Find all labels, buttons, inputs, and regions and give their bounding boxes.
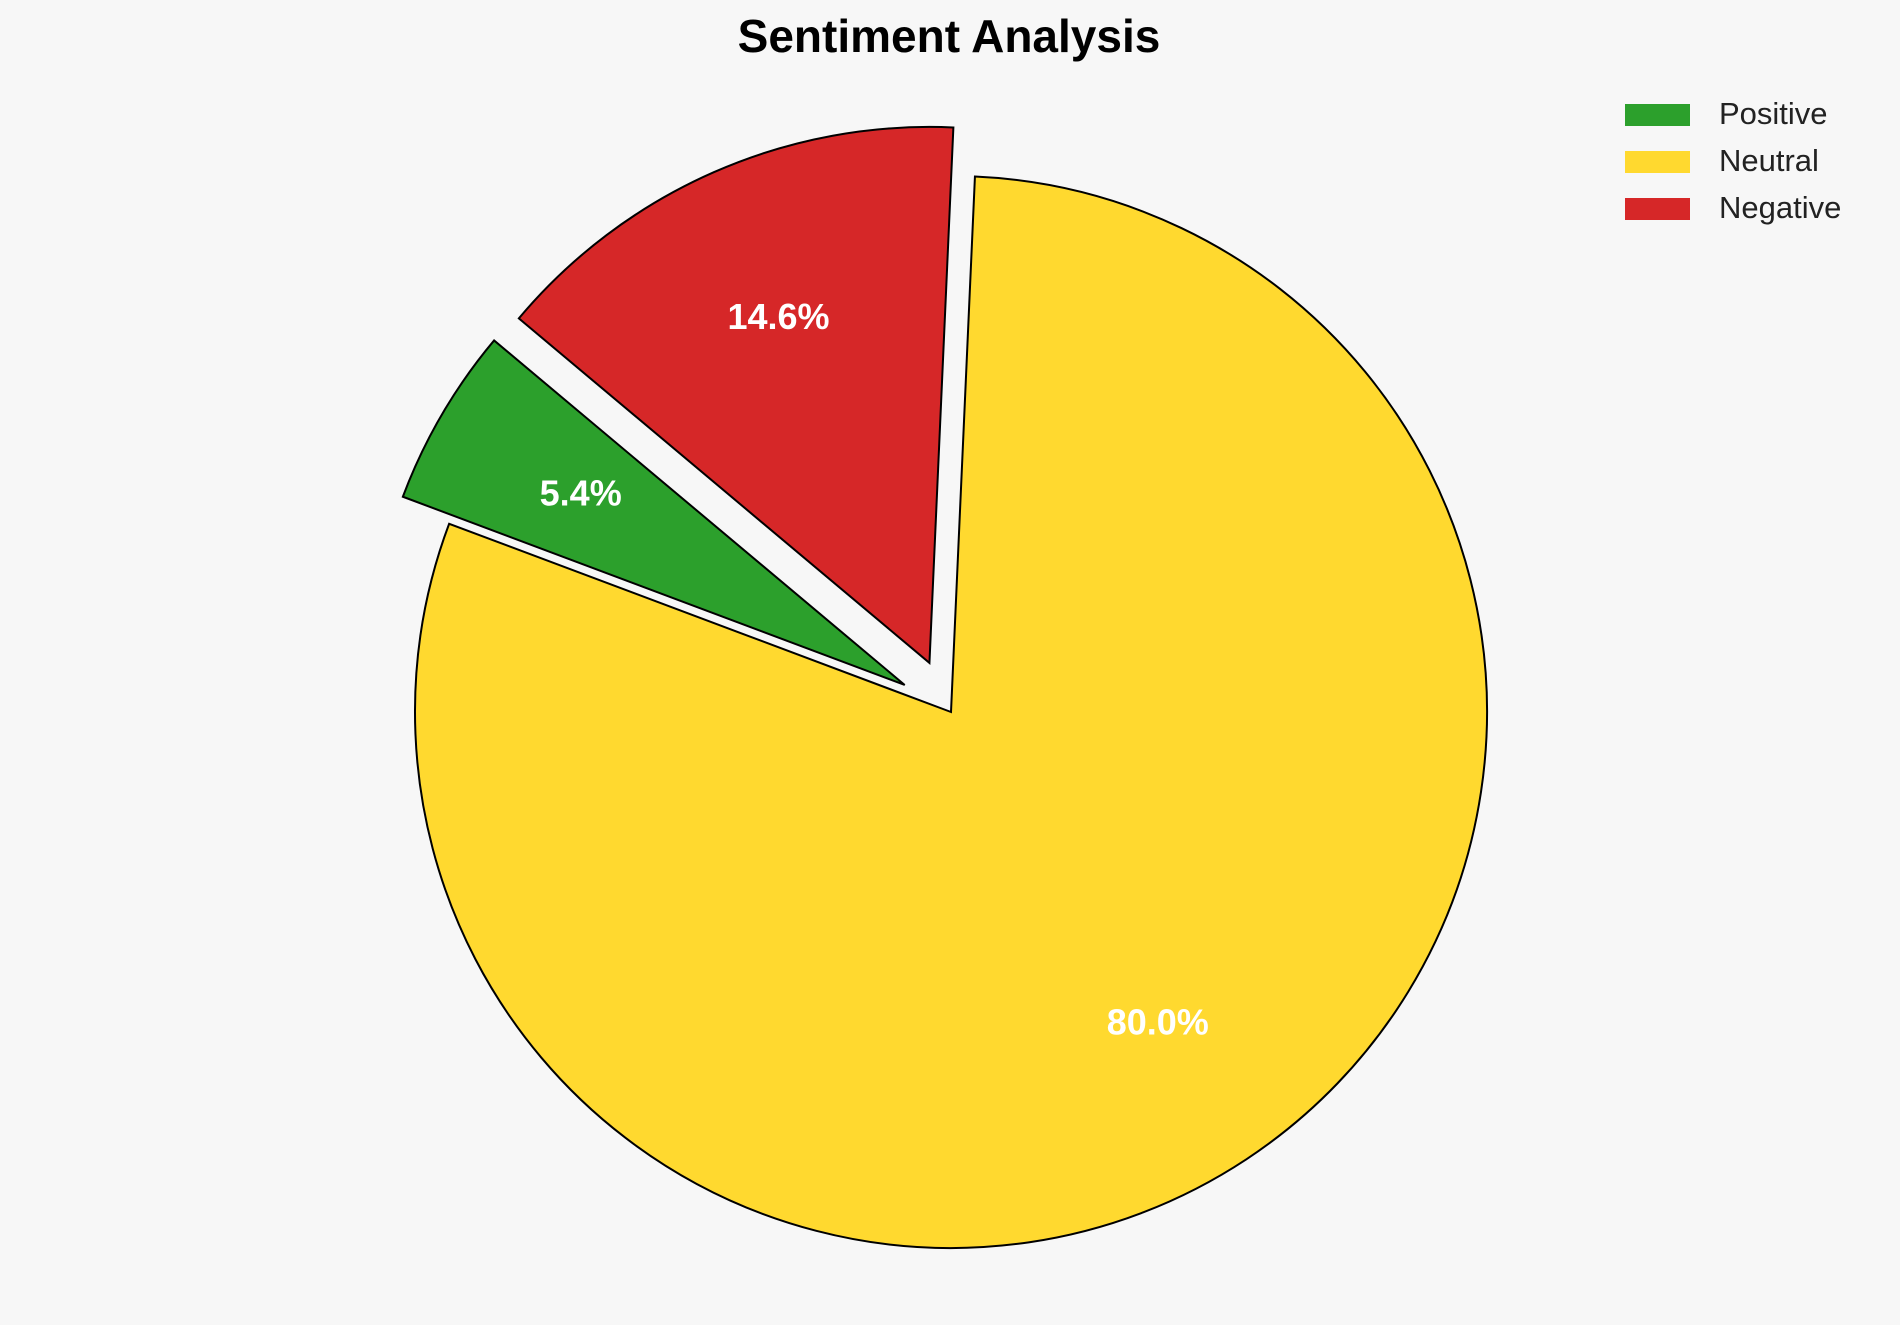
slice-label: 80.0% bbox=[1107, 1002, 1209, 1043]
legend-label: Neutral bbox=[1719, 143, 1819, 178]
legend-swatch bbox=[1625, 104, 1690, 126]
pie-slice bbox=[517, 125, 955, 665]
pie-slice bbox=[414, 175, 1488, 1249]
legend-swatch bbox=[1625, 198, 1690, 220]
slice-label: 14.6% bbox=[727, 296, 829, 337]
legend-label: Negative bbox=[1719, 190, 1841, 225]
legend-swatch bbox=[1625, 151, 1690, 173]
pie-slice bbox=[401, 339, 906, 686]
legend-label: Positive bbox=[1719, 96, 1828, 131]
chart-title: Sentiment Analysis bbox=[738, 10, 1161, 62]
slice-label: 5.4% bbox=[540, 472, 622, 513]
